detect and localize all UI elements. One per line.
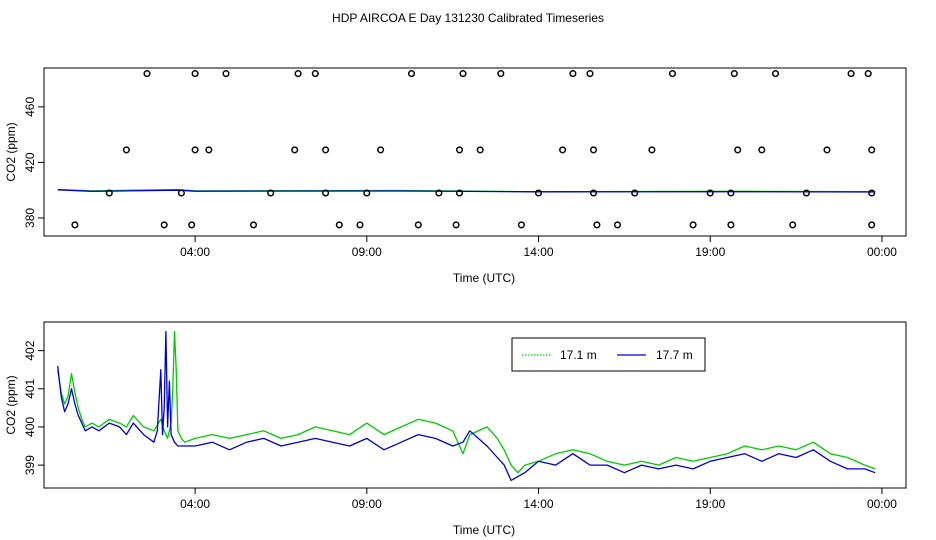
data-point (188, 221, 196, 229)
data-point (191, 70, 199, 78)
data-point (868, 221, 876, 229)
bottom-panel-x-label: Time (UTC) (453, 523, 515, 537)
data-point (648, 146, 656, 154)
data-point (730, 70, 738, 78)
data-point (105, 189, 113, 197)
data-point (311, 70, 319, 78)
data-point (294, 70, 302, 78)
data-point (802, 189, 810, 197)
data-point (205, 146, 213, 154)
y-tick-label: 460 (23, 97, 37, 117)
data-point (407, 70, 416, 78)
data-point (569, 70, 577, 78)
data-point (291, 146, 299, 154)
x-tick-label: 14:00 (524, 245, 554, 259)
y-tick-label: 380 (23, 208, 37, 228)
data-point (758, 146, 766, 154)
legend-label-17-1m: 17.1 m (560, 348, 597, 362)
data-point (363, 189, 371, 197)
data-point (689, 221, 697, 229)
data-point (868, 146, 876, 154)
data-point (864, 70, 872, 78)
data-point (222, 70, 230, 78)
data-point (455, 189, 464, 197)
data-point (771, 70, 780, 78)
top-panel-x-label: Time (UTC) (453, 271, 515, 285)
data-point (177, 189, 185, 197)
data-point (847, 70, 855, 78)
y-tick-label: 401 (23, 378, 37, 398)
data-point (335, 221, 343, 229)
data-point (435, 189, 443, 197)
data-point (823, 146, 831, 154)
data-point (727, 189, 735, 197)
legend: 17.1 m 17.7 m (511, 337, 706, 372)
data-point (789, 221, 797, 229)
bottom-panel-series (57, 330, 876, 482)
data-point (586, 70, 594, 78)
y-tick-label: 400 (23, 417, 37, 437)
bottom-panel-frame (43, 321, 907, 489)
data-point (249, 221, 258, 229)
x-tick-label: 04:00 (180, 245, 210, 259)
data-point (497, 70, 505, 78)
top-panel-points (71, 70, 876, 229)
data-point (143, 70, 151, 78)
data-point (631, 189, 639, 197)
data-point (589, 189, 598, 197)
data-point (267, 189, 275, 197)
x-tick-label: 19:00 (695, 497, 725, 511)
x-tick-label: 00:00 (867, 497, 897, 511)
x-tick-label: 19:00 (695, 245, 725, 259)
data-point (452, 221, 460, 229)
x-tick-label: 14:00 (524, 497, 554, 511)
data-point (517, 221, 525, 229)
data-point (455, 146, 464, 154)
data-point (160, 221, 168, 229)
data-point (71, 221, 79, 229)
data-point (414, 221, 422, 229)
bottom-panel-series-line-1 (57, 330, 876, 482)
bottom-panel: 04:00 09:00 14:00 19:00 00:00 399 400 401 402 T… (4, 321, 907, 537)
x-tick-label: 04:00 (180, 497, 210, 511)
data-point (706, 189, 714, 197)
bottom-panel-series-line-0 (57, 330, 876, 474)
data-point (668, 70, 677, 78)
top-panel-frame (43, 67, 907, 237)
data-point (377, 146, 385, 154)
x-tick-label: 00:00 (867, 245, 897, 259)
data-point (593, 221, 601, 229)
y-tick-label: 402 (23, 340, 37, 360)
data-point (356, 221, 364, 229)
data-point (534, 189, 543, 197)
y-tick-label: 399 (23, 455, 37, 475)
data-point (559, 146, 567, 154)
top-panel-y-axis: 380 420 460 (23, 97, 44, 228)
top-panel-x-axis: 04:00 09:00 14:00 19:00 00:00 (180, 236, 897, 259)
data-point (322, 146, 330, 154)
figure-title: HDP AIRCOA E Day 131230 Calibrated Times… (332, 11, 604, 25)
x-tick-label: 09:00 (352, 497, 382, 511)
data-point (727, 221, 735, 229)
data-point (734, 146, 742, 154)
top-panel: 04:00 09:00 14:00 19:00 00:00 380 420 460 Time… (4, 67, 907, 285)
x-tick-label: 09:00 (352, 245, 382, 259)
data-point (122, 146, 130, 154)
data-point (589, 146, 598, 154)
data-point (868, 189, 876, 197)
bottom-panel-x-axis: 04:00 09:00 14:00 19:00 00:00 (180, 488, 897, 511)
data-point (476, 146, 484, 154)
bottom-panel-y-axis: 399 400 401 402 (23, 340, 44, 475)
data-point (613, 221, 622, 229)
legend-label-17-7m: 17.7 m (656, 348, 693, 362)
y-tick-label: 420 (23, 152, 37, 172)
top-panel-y-label: CO2 (ppm) (4, 122, 18, 181)
data-point (191, 146, 199, 154)
bottom-panel-y-label: CO2 (ppm) (4, 375, 18, 434)
data-point (322, 189, 330, 197)
data-point (459, 70, 467, 78)
